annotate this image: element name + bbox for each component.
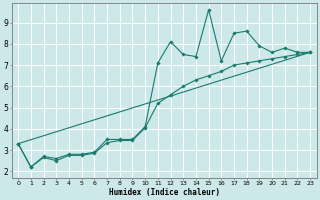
X-axis label: Humidex (Indice chaleur): Humidex (Indice chaleur)	[109, 188, 220, 197]
